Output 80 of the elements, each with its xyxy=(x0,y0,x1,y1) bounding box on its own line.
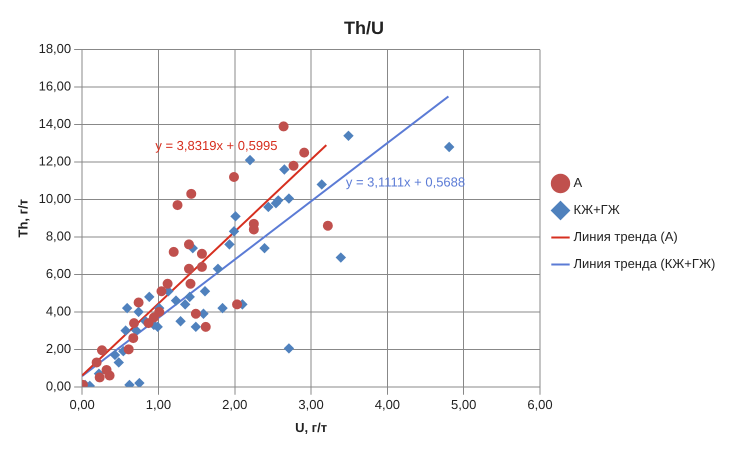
x-axis-title: U, г/т xyxy=(295,420,328,435)
y-tick-label: 2,00 xyxy=(46,340,72,356)
point xyxy=(154,306,164,317)
point xyxy=(228,172,239,182)
point xyxy=(185,278,196,289)
legend-label: Линия тренда (КЖ+ГЖ) xyxy=(574,256,716,272)
point xyxy=(186,188,196,199)
point xyxy=(228,226,239,236)
point xyxy=(232,299,242,310)
point xyxy=(196,248,207,259)
point xyxy=(316,179,327,190)
point xyxy=(168,246,179,257)
y-tick-label: 8,00 xyxy=(46,228,72,244)
point xyxy=(288,160,299,171)
point xyxy=(322,220,333,231)
point xyxy=(260,243,270,254)
point xyxy=(184,292,195,302)
point xyxy=(184,239,194,250)
y-tick-label: 14,00 xyxy=(38,116,72,132)
point xyxy=(336,252,346,263)
point xyxy=(212,264,223,274)
point xyxy=(162,278,173,289)
point xyxy=(299,148,310,158)
x-tick-label: 1,00 xyxy=(146,397,172,412)
point xyxy=(245,155,256,166)
x-tick-label: 3,00 xyxy=(298,397,324,412)
point xyxy=(94,372,105,382)
legend-label: КЖ+ГЖ xyxy=(574,202,620,218)
x-tick-label: 0,00 xyxy=(69,397,95,412)
point xyxy=(96,345,107,356)
y-axis-title: Th, г/т xyxy=(15,198,30,238)
point xyxy=(224,239,234,250)
point xyxy=(110,350,120,360)
point xyxy=(156,286,166,296)
x-tick-label: 6,00 xyxy=(527,397,553,412)
y-tick-label: 16,00 xyxy=(38,78,72,94)
point xyxy=(92,357,102,368)
point xyxy=(172,200,183,210)
point xyxy=(122,303,132,314)
legend-label: А xyxy=(574,175,582,190)
point xyxy=(343,130,354,141)
point xyxy=(134,378,144,387)
point xyxy=(190,322,201,332)
point xyxy=(196,262,207,272)
y-tick-label: 0,00 xyxy=(46,378,72,394)
point xyxy=(263,202,274,212)
annotation: y = 3,8319x + 0,5995 xyxy=(155,138,278,154)
point xyxy=(218,303,228,314)
y-tick-label: 4,00 xyxy=(46,303,72,318)
point xyxy=(444,142,454,152)
y-tick-label: 6,00 xyxy=(46,266,72,281)
point xyxy=(128,333,138,344)
point xyxy=(114,357,124,368)
point xyxy=(144,292,154,302)
point xyxy=(230,211,241,222)
point xyxy=(120,326,131,336)
point xyxy=(200,322,211,332)
point xyxy=(278,121,289,132)
y-tick-label: 10,00 xyxy=(38,191,72,206)
point xyxy=(284,194,294,204)
point xyxy=(134,298,144,308)
point xyxy=(190,308,201,319)
chart-title: Th/U xyxy=(344,18,384,38)
point xyxy=(176,316,186,326)
y-tick-label: 18,00 xyxy=(38,41,72,56)
x-tick-label: 2,00 xyxy=(222,397,248,412)
point xyxy=(200,286,210,296)
point xyxy=(124,344,134,354)
point xyxy=(180,299,190,310)
point xyxy=(184,264,194,274)
y-tick-label: 12,00 xyxy=(38,154,72,169)
x-tick-label: 5,00 xyxy=(451,397,476,412)
point xyxy=(129,318,140,328)
point xyxy=(134,306,144,317)
legend-label: Линия тренда (А) xyxy=(574,229,678,244)
x-tick-label: 4,00 xyxy=(374,397,400,412)
point xyxy=(279,164,290,174)
point xyxy=(284,343,294,354)
point xyxy=(170,296,181,306)
point xyxy=(104,370,115,381)
